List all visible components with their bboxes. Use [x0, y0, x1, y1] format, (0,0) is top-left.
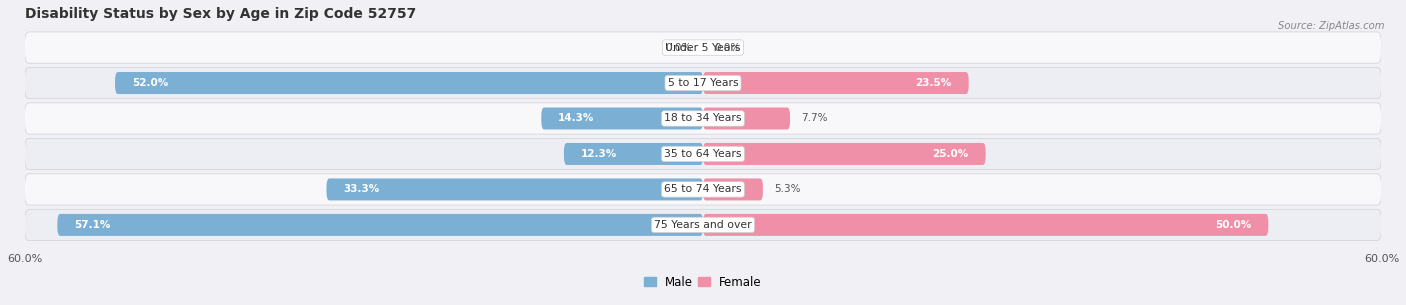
Text: Disability Status by Sex by Age in Zip Code 52757: Disability Status by Sex by Age in Zip C…	[24, 7, 416, 21]
Text: 23.5%: 23.5%	[915, 78, 952, 88]
Text: 75 Years and over: 75 Years and over	[654, 220, 752, 230]
Text: Source: ZipAtlas.com: Source: ZipAtlas.com	[1278, 21, 1385, 31]
FancyBboxPatch shape	[703, 72, 969, 94]
FancyBboxPatch shape	[24, 138, 1382, 170]
FancyBboxPatch shape	[326, 178, 703, 200]
Text: 0.0%: 0.0%	[665, 43, 692, 52]
FancyBboxPatch shape	[703, 178, 763, 200]
FancyBboxPatch shape	[703, 143, 986, 165]
Text: 5 to 17 Years: 5 to 17 Years	[668, 78, 738, 88]
FancyBboxPatch shape	[24, 209, 1382, 241]
Text: 12.3%: 12.3%	[581, 149, 617, 159]
Text: 52.0%: 52.0%	[132, 78, 169, 88]
Text: 14.3%: 14.3%	[558, 113, 595, 124]
FancyBboxPatch shape	[24, 103, 1382, 134]
Text: 5.3%: 5.3%	[775, 185, 801, 195]
Legend: Male, Female: Male, Female	[644, 276, 762, 289]
Text: Under 5 Years: Under 5 Years	[665, 43, 741, 52]
FancyBboxPatch shape	[115, 72, 703, 94]
Text: 65 to 74 Years: 65 to 74 Years	[664, 185, 742, 195]
FancyBboxPatch shape	[703, 214, 1268, 236]
FancyBboxPatch shape	[564, 143, 703, 165]
Text: 50.0%: 50.0%	[1215, 220, 1251, 230]
Text: 0.0%: 0.0%	[714, 43, 741, 52]
Text: 57.1%: 57.1%	[75, 220, 111, 230]
Text: 7.7%: 7.7%	[801, 113, 828, 124]
Text: 33.3%: 33.3%	[343, 185, 380, 195]
Text: 35 to 64 Years: 35 to 64 Years	[664, 149, 742, 159]
FancyBboxPatch shape	[703, 107, 790, 130]
FancyBboxPatch shape	[24, 32, 1382, 63]
Text: 18 to 34 Years: 18 to 34 Years	[664, 113, 742, 124]
FancyBboxPatch shape	[24, 67, 1382, 99]
FancyBboxPatch shape	[541, 107, 703, 130]
FancyBboxPatch shape	[58, 214, 703, 236]
Text: 25.0%: 25.0%	[932, 149, 969, 159]
FancyBboxPatch shape	[24, 174, 1382, 205]
